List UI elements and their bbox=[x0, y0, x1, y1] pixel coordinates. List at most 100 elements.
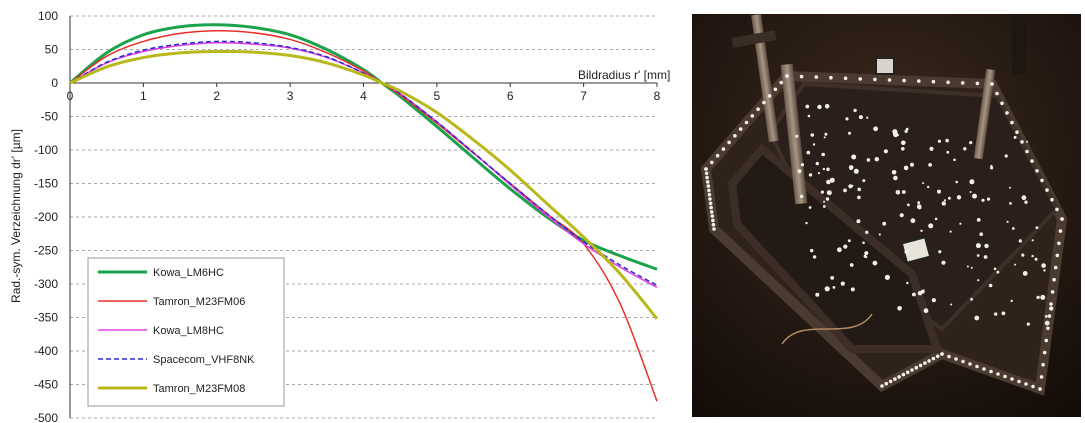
inner-recess bbox=[727, 143, 943, 353]
frame-dot bbox=[954, 357, 958, 361]
target-dot bbox=[1011, 227, 1015, 230]
x-tick-label: 4 bbox=[360, 89, 367, 103]
frame-dot bbox=[1055, 253, 1060, 258]
target-dot bbox=[969, 141, 973, 145]
frame-dot bbox=[709, 205, 713, 210]
target-dot bbox=[805, 221, 808, 225]
target-dot bbox=[910, 162, 914, 167]
frame-dot bbox=[799, 74, 804, 79]
frame-dot bbox=[901, 372, 906, 377]
target-dot bbox=[824, 286, 830, 292]
target-dot bbox=[882, 221, 887, 226]
target-dot bbox=[912, 292, 916, 297]
target-dot bbox=[901, 140, 906, 146]
target-dot bbox=[922, 289, 925, 292]
target-dot bbox=[824, 104, 830, 109]
target-dot bbox=[823, 136, 826, 139]
target-dot bbox=[981, 198, 985, 202]
target-dot bbox=[904, 249, 909, 254]
y-tick-label: -350 bbox=[34, 311, 58, 325]
frame-dot bbox=[1058, 229, 1063, 233]
target-dot bbox=[1001, 311, 1006, 316]
target-dot bbox=[947, 196, 951, 200]
frame-dot bbox=[935, 354, 940, 359]
target-dot bbox=[851, 184, 854, 187]
target-dot bbox=[874, 157, 879, 162]
target-dot bbox=[822, 167, 826, 171]
frame-dot bbox=[1038, 387, 1042, 391]
target-dot bbox=[959, 222, 962, 225]
frame-dot bbox=[947, 354, 951, 359]
frame-dot bbox=[1055, 207, 1059, 212]
target-dot bbox=[849, 166, 853, 171]
target-dot bbox=[810, 133, 815, 137]
target-dot bbox=[825, 197, 830, 201]
frame-dot bbox=[727, 140, 731, 145]
frame-dot bbox=[989, 369, 993, 374]
frame-dot bbox=[715, 153, 720, 158]
frame-dot bbox=[1041, 362, 1045, 367]
frame-dot bbox=[927, 359, 931, 363]
frame-dot bbox=[1010, 377, 1014, 381]
distortion-chart: 0 1 2 3 4 5 6 7 8 100 50 0 -50 -100 -150 -200 -250 -300 -… bbox=[9, 9, 670, 423]
frame-dot bbox=[1042, 350, 1047, 355]
target-dot bbox=[826, 179, 831, 185]
target-dot bbox=[810, 248, 814, 253]
target-dot bbox=[963, 147, 967, 151]
target-dot bbox=[866, 116, 869, 119]
target-dot bbox=[945, 138, 949, 143]
frame-dot bbox=[814, 75, 819, 79]
target-dot bbox=[966, 265, 969, 268]
target-dot bbox=[1022, 271, 1028, 276]
target-dot bbox=[795, 134, 799, 138]
target-dot bbox=[941, 260, 946, 265]
post-left bbox=[751, 14, 779, 143]
target-dot bbox=[927, 185, 930, 189]
target-dot bbox=[853, 108, 857, 113]
target-dot bbox=[1031, 239, 1034, 242]
frame-dot bbox=[707, 192, 712, 197]
target-dot bbox=[830, 276, 835, 280]
frame-dot bbox=[1003, 374, 1007, 379]
target-dot bbox=[1013, 135, 1017, 139]
calibration-frame-photo bbox=[692, 14, 1081, 417]
target-dot bbox=[857, 187, 861, 192]
legend-label: Kowa_LM8HC bbox=[153, 325, 224, 337]
target-dot bbox=[922, 182, 925, 185]
frame-dot bbox=[1005, 111, 1009, 115]
target-dot bbox=[1026, 322, 1030, 326]
target-dot bbox=[1014, 263, 1017, 266]
target-dot bbox=[974, 315, 980, 321]
legend-label: Tamron_M23FM06 bbox=[153, 296, 245, 308]
frame-dot bbox=[1030, 159, 1034, 163]
frame-dot bbox=[756, 107, 760, 111]
target-dot bbox=[812, 255, 817, 259]
target-dot bbox=[843, 244, 848, 249]
target-dot bbox=[1010, 299, 1013, 303]
target-dot bbox=[970, 266, 973, 269]
frame-dot bbox=[704, 167, 708, 171]
y-tick-label: 50 bbox=[45, 43, 59, 57]
target-dot bbox=[1036, 295, 1040, 300]
target-dot bbox=[938, 250, 942, 254]
frame-dot bbox=[1000, 101, 1004, 106]
frame-dot bbox=[917, 79, 921, 83]
y-tick-label: -450 bbox=[34, 378, 58, 392]
target-dot bbox=[837, 247, 842, 253]
legend-box bbox=[87, 257, 285, 407]
target-dot bbox=[983, 255, 988, 259]
target-dot bbox=[821, 152, 825, 157]
target-dot bbox=[808, 173, 813, 177]
target-dot bbox=[975, 243, 981, 249]
target-dot bbox=[994, 312, 998, 316]
target-dot bbox=[815, 161, 819, 166]
target-dot bbox=[873, 126, 878, 132]
x-tick-label: 5 bbox=[434, 89, 441, 103]
target-dot bbox=[817, 104, 822, 110]
target-dot bbox=[897, 306, 902, 311]
x-axis-label: Bildradius r' [mm] bbox=[578, 68, 670, 82]
y-tick-label: -50 bbox=[41, 110, 59, 124]
y-tick-label: -500 bbox=[34, 411, 58, 423]
target-dot bbox=[826, 167, 830, 172]
target-dot bbox=[993, 267, 997, 271]
